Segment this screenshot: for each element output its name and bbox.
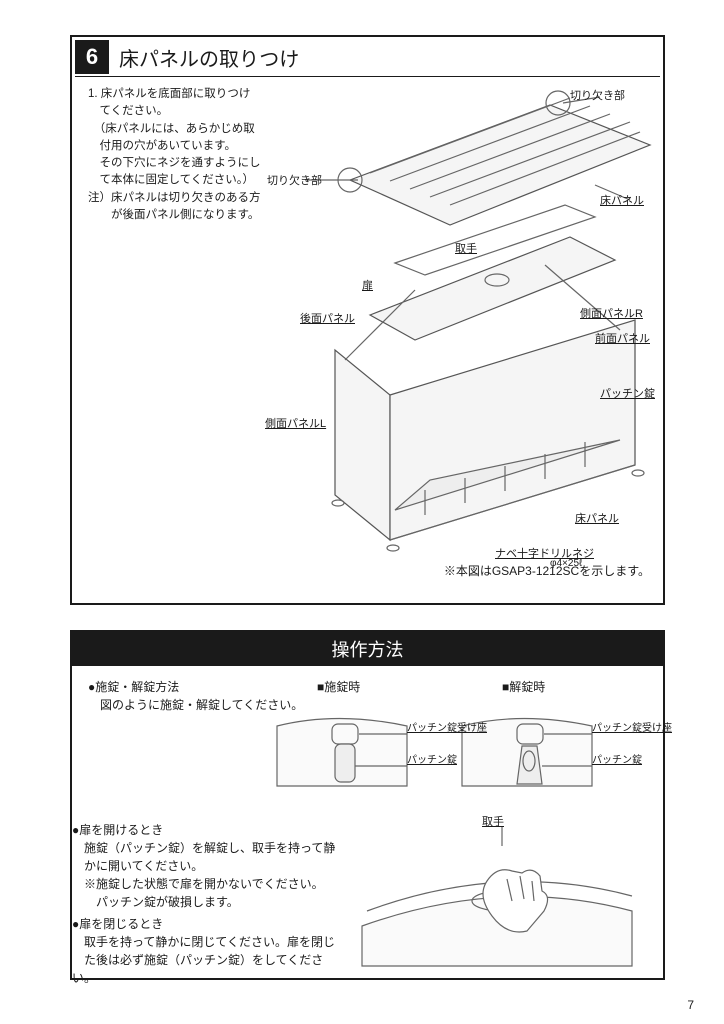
inst-line: てください。 (88, 103, 288, 120)
inst-line: が後面パネル側になります。 (88, 207, 288, 224)
latch-diagrams (82, 696, 642, 816)
header-rule (75, 76, 660, 77)
lock-heading: ●施錠・解錠方法 (88, 678, 647, 696)
close-line: た後は必ず施錠（パッチン錠）をしてください。 (72, 951, 342, 987)
latch-label: パッチン錠 (407, 753, 457, 768)
open-heading: ●扉を開けるとき (72, 821, 342, 839)
operation-frame: 操作方法 ●施錠・解錠方法 図のように施錠・解錠してください。 ■施錠時 ■解錠… (70, 630, 665, 980)
label-floor-panel: 床パネル (600, 192, 644, 208)
open-line: 施錠（パッチン錠）を解錠し、取手を持って静 (72, 839, 342, 857)
open-warn: パッチン錠が破損します。 (72, 893, 342, 911)
open-warn: ※施錠した状態で扉を開かないでください。 (72, 875, 342, 893)
inst-line: 1. 床パネルを底面部に取りつけ (88, 86, 288, 103)
label-side-l: 側面パネルL (265, 415, 326, 431)
operation-body: ●施錠・解錠方法 図のように施錠・解錠してください。 ■施錠時 ■解錠時 (72, 666, 663, 976)
step-header: 6 床パネルの取りつけ (75, 40, 299, 74)
inst-line: て本体に固定してください。） (88, 172, 288, 189)
label-latch: パッチン錠 (600, 385, 655, 401)
label-notch: 切り欠き部 (570, 87, 625, 103)
unlocked-label: ■解錠時 (502, 678, 545, 696)
label-side-r: 側面パネルR (580, 305, 643, 321)
close-line: 取手を持って静かに閉じてください。扉を閉じ (72, 933, 342, 951)
step-number: 6 (75, 40, 109, 74)
hand-diagram (352, 816, 642, 971)
latch-label: パッチン錠 (592, 753, 642, 768)
label-notch: 切り欠き部 (267, 172, 322, 188)
inst-line: 付用の穴があいています。 (88, 138, 288, 155)
open-line: かに開いてください。 (72, 857, 342, 875)
label-floor-panel2: 床パネル (575, 510, 619, 526)
step-instruction: 1. 床パネルを底面部に取りつけ てください。 （床パネルには、あらかじめ取 付… (88, 86, 288, 224)
locked-label: ■施錠時 (317, 678, 360, 696)
close-heading: ●扉を閉じるとき (72, 915, 342, 933)
handle-label: 取手 (482, 814, 504, 831)
page-number: 7 (687, 998, 694, 1012)
latch-base-label: パッチン錠受け座 (407, 721, 487, 736)
label-rear-panel: 後面パネル (300, 310, 355, 326)
inst-line: （床パネルには、あらかじめ取 (88, 121, 288, 138)
latch-base-label: パッチン錠受け座 (592, 721, 672, 736)
assembly-diagram: 切り欠き部 切り欠き部 床パネル 取手 扉 後面パネル 側面パネルR 前面パネル… (280, 85, 660, 585)
inst-line: その下穴にネジを通すようにし (88, 155, 288, 172)
model-note: ※本図はGSAP3-1212SCを示します。 (444, 562, 650, 579)
label-front-panel: 前面パネル (595, 330, 650, 346)
operation-title: 操作方法 (72, 632, 663, 666)
label-lid: 扉 (362, 277, 373, 293)
inst-line: 注）床パネルは切り欠きのある方 (88, 190, 288, 207)
step-title: 床パネルの取りつけ (119, 43, 299, 72)
label-handle: 取手 (455, 240, 477, 256)
